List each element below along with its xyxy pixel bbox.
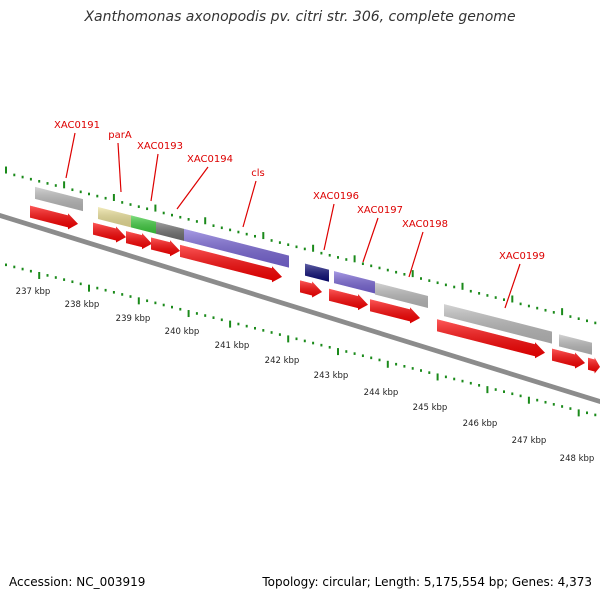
gene-callout-line: [242, 180, 257, 228]
scale-label: 239 kbp: [116, 314, 151, 324]
cds-arrow-shade: [588, 357, 600, 374]
gene-bar-shade: [131, 215, 156, 234]
scale-label: 241 kbp: [215, 341, 250, 351]
accession-text: Accession: NC_003919: [9, 575, 146, 589]
gene-bar-shade: [156, 221, 184, 241]
gene-bar-shade: [305, 263, 329, 282]
gene-label: XAC0199: [499, 251, 545, 262]
scale-label: 247 kbp: [512, 436, 547, 446]
gene-callout-line: [117, 142, 122, 193]
gene-bar-shade: [334, 271, 375, 294]
gene-callout-line: [504, 263, 521, 309]
gene-label: XAC0196: [313, 191, 359, 202]
scale-label: 238 kbp: [65, 300, 100, 310]
gene-label: XAC0194: [187, 154, 233, 165]
scale-label: 245 kbp: [413, 403, 448, 413]
gene-label: XAC0191: [54, 120, 100, 131]
cds-arrow-shade: [180, 244, 282, 283]
cds-arrow-shade: [93, 222, 126, 243]
gene-label: XAC0198: [402, 219, 448, 230]
gene-label: XAC0197: [357, 205, 403, 216]
cds-arrow-shade: [370, 299, 420, 324]
cds-arrow-shade: [30, 205, 78, 230]
gene-bar-shade: [184, 228, 289, 268]
cds-arrow-shade: [300, 280, 322, 298]
gene-label: parA: [108, 130, 132, 141]
cds-arrow-shade: [437, 319, 545, 359]
scale-label: 244 kbp: [364, 388, 399, 398]
cds-arrow-shade: [126, 231, 152, 250]
scale-label: 242 kbp: [265, 356, 300, 366]
scale-label: 248 kbp: [560, 454, 595, 464]
cds-arrow-shade: [552, 348, 585, 369]
gene-callout-line: [323, 203, 335, 251]
scale-label: 240 kbp: [165, 327, 200, 337]
scale-label: 243 kbp: [314, 371, 349, 381]
tick-layer: [5, 166, 597, 417]
callout-layer: XAC0191 parA XAC0193 cls XAC0196 XAC0197 XAC01…: [54, 120, 545, 309]
cds-arrow-shade: [151, 237, 180, 257]
gene-bar-shade: [35, 186, 83, 212]
gene-bar-shade: [98, 206, 131, 228]
gene-bar-shade: [375, 282, 428, 309]
backbone-layer: [0, 213, 600, 404]
cds-arrow-shade: [329, 288, 368, 311]
gene-bar-shade: [444, 304, 552, 344]
gene-callout-line: [362, 217, 379, 263]
scale-labels: 237 kbp 238 kbp 239 kbp 240 kbp 241 kbp 242 k…: [16, 287, 595, 464]
gene-callout-line: [176, 166, 209, 210]
genome-summary-text: Topology: circular; Length: 5,175,554 bp…: [262, 575, 592, 589]
gene-label: cls: [251, 168, 265, 179]
gene-label: XAC0193: [137, 141, 183, 152]
feature-layer: [30, 186, 600, 374]
map-title: Xanthomonas axonopodis pv. citri str. 30…: [84, 9, 516, 25]
gene-bar-shade: [559, 334, 592, 355]
gene-callout-line: [408, 231, 424, 278]
gene-callout-line: [150, 153, 159, 202]
backbone-line: [0, 213, 600, 404]
scale-label: 246 kbp: [463, 419, 498, 429]
scale-label: 237 kbp: [16, 287, 51, 297]
gene-callout-line: [65, 132, 76, 179]
